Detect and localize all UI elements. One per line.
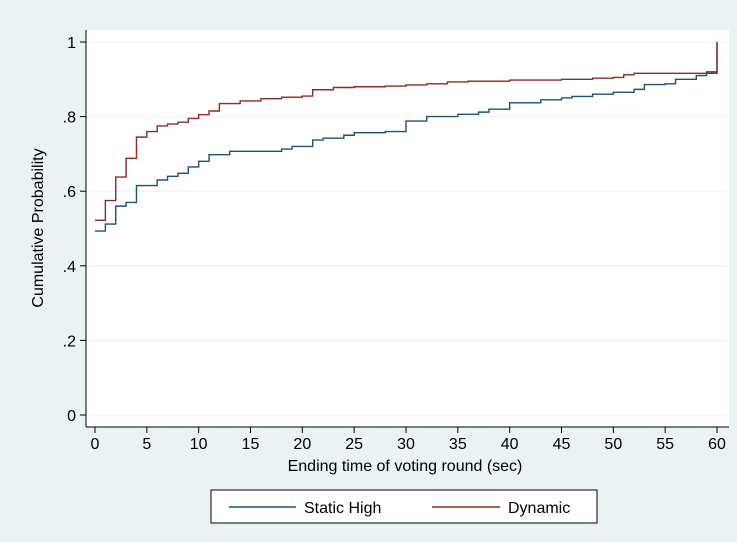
series-line-static-high [95, 42, 718, 232]
legend-label-dynamic: Dynamic [508, 500, 570, 517]
series-layer [95, 42, 718, 232]
x-tick-label: 0 [91, 436, 100, 453]
x-tick-label: 50 [604, 436, 622, 453]
y-tick-label: .6 [63, 184, 76, 201]
legend-label-static-high: Static High [304, 500, 381, 517]
y-tick-label: 1 [67, 35, 76, 52]
x-tick-label: 35 [449, 436, 467, 453]
x-tick-label: 60 [708, 436, 726, 453]
y-tick-label: .2 [63, 333, 76, 350]
y-axis-label: Cumulative Probability [30, 148, 47, 307]
x-tick-label: 40 [501, 436, 519, 453]
series-line-dynamic [95, 42, 718, 221]
legend: Static High Dynamic [210, 489, 598, 524]
x-tick-label: 55 [656, 436, 674, 453]
x-tick-label: 20 [293, 436, 311, 453]
tick-layer: 0.2.4.6.810 5 10 15 20 25 30 35 40 45 50 55 60 [63, 35, 726, 453]
x-tick-label: 25 [345, 436, 363, 453]
x-tick-label: 10 [190, 436, 208, 453]
x-tick-label: 30 [397, 436, 415, 453]
plot-area [86, 30, 729, 427]
y-tick-label: .8 [63, 110, 76, 127]
x-tick-label: 45 [553, 436, 571, 453]
grid-layer [86, 41, 729, 416]
y-tick-label: .4 [63, 259, 76, 276]
x-axis-label: Ending time of voting round (sec) [288, 458, 523, 475]
x-tick-label: 15 [242, 436, 260, 453]
axis-layer [85, 30, 729, 428]
y-tick-label: 0 [67, 408, 76, 425]
x-tick-label: 5 [142, 436, 151, 453]
